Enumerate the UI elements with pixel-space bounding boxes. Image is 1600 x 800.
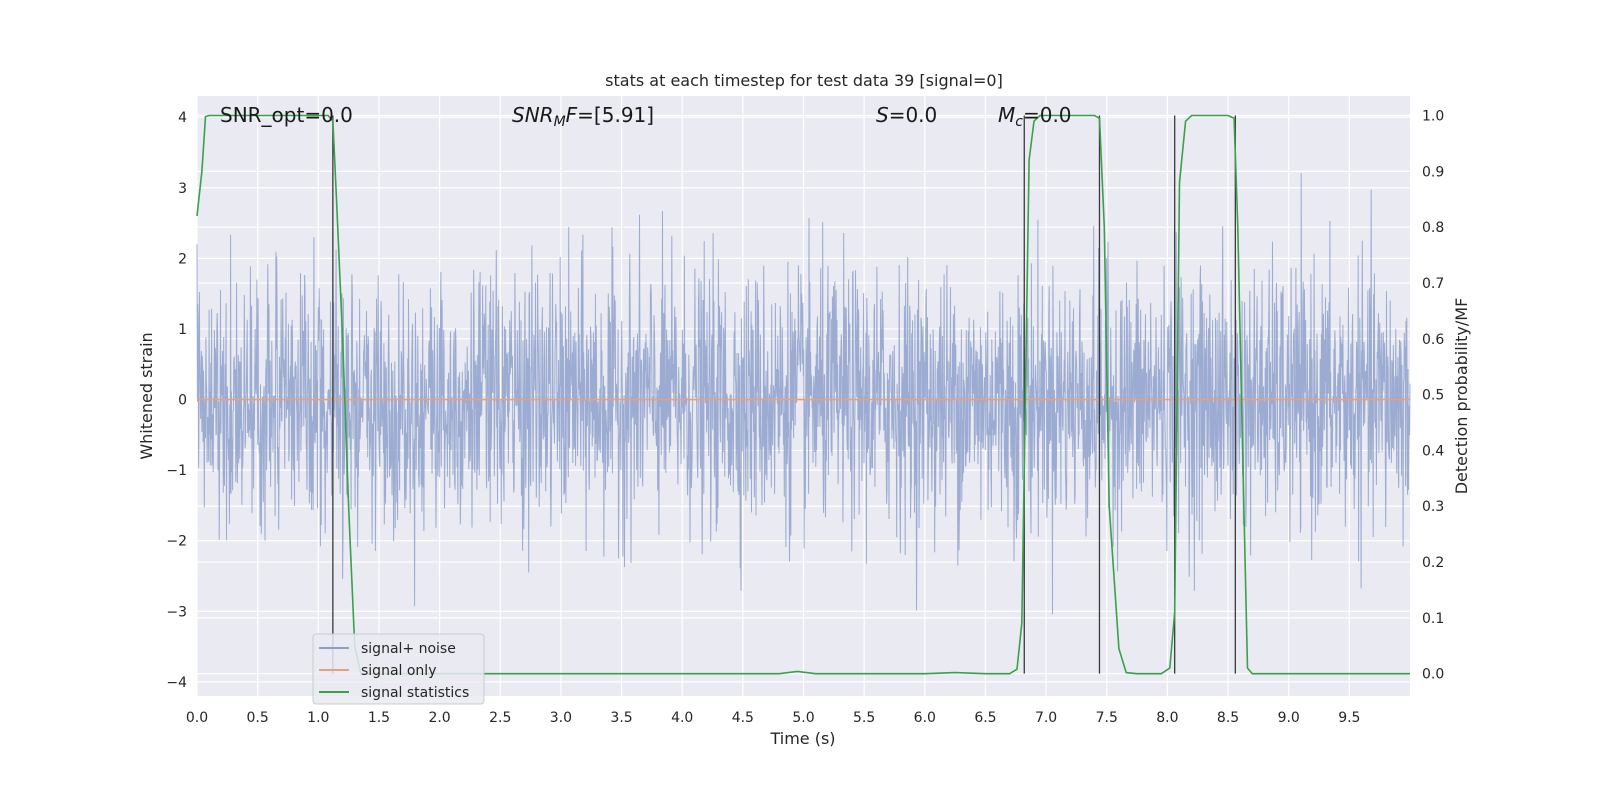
y2-tick-label: 0.0: [1422, 667, 1444, 683]
x-tick-label: 8.0: [1156, 710, 1178, 726]
y-tick-label: −4: [166, 675, 187, 691]
y-tick-label: 0: [178, 393, 187, 409]
x-tick-label: 3.0: [550, 710, 572, 726]
x-tick-label: 8.5: [1217, 710, 1239, 726]
legend-box: [312, 633, 485, 705]
x-tick-label: 5.0: [792, 710, 814, 726]
y-tick-label: 3: [178, 181, 187, 197]
y2-axis-label: Detection probability/MF: [1452, 298, 1471, 495]
x-tick-label: 6.5: [974, 710, 996, 726]
x-tick-label: 6.0: [914, 710, 936, 726]
x-tick-label: 4.0: [671, 710, 693, 726]
y-tick-label: 4: [178, 110, 187, 126]
x-tick-label: 1.5: [368, 710, 390, 726]
y2-tick-label: 0.6: [1422, 332, 1444, 348]
y2-tick-label: 0.5: [1422, 388, 1444, 404]
y-tick-labels: 4 3 2 1 0 −1 −2 −3 −4: [166, 110, 187, 691]
y2-tick-label: 0.4: [1422, 443, 1444, 459]
x-tick-label: 4.5: [732, 710, 754, 726]
y-tick-label: −1: [166, 463, 187, 479]
x-tick-label: 0.0: [186, 710, 208, 726]
chart-title: stats at each timestep for test data 39 …: [605, 71, 1003, 90]
x-tick-label: 9.0: [1278, 710, 1300, 726]
legend-label-noise: signal+ noise: [361, 641, 456, 657]
annotation-snr-mf: SNRMF=[5.91]: [512, 103, 654, 130]
y-tick-label: 1: [178, 322, 187, 338]
legend: signal+ noise signal only signal statist…: [312, 633, 485, 705]
legend-label-statistics: signal statistics: [361, 685, 469, 701]
y2-tick-label: 0.7: [1422, 276, 1444, 292]
y-axis-label: Whitened strain: [137, 332, 156, 459]
y2-tick-labels: 1.0 0.9 0.8 0.7 0.6 0.5 0.4 0.3 0.2 0.1 0.0: [1422, 109, 1444, 683]
legend-label-signal-only: signal only: [361, 663, 436, 679]
x-tick-label: 2.5: [489, 710, 511, 726]
x-tick-label: 0.5: [247, 710, 269, 726]
x-tick-label: 7.5: [1096, 710, 1118, 726]
vertical-lines: [332, 115, 1236, 674]
x-tick-label: 7.0: [1035, 710, 1057, 726]
y-tick-label: −2: [166, 534, 187, 550]
y-tick-label: 2: [178, 251, 187, 267]
signal-statistics-line: [196, 114, 1410, 675]
annotation-snr-opt: SNR_opt=0.0: [220, 103, 353, 127]
y2-tick-label: 0.2: [1422, 555, 1444, 571]
x-tick-label: 5.5: [853, 710, 875, 726]
noise-series: [196, 173, 1411, 615]
x-axis-label: Time (s): [769, 729, 835, 748]
annotation-mc: Mc=0.0: [998, 103, 1072, 130]
y2-tick-label: 0.3: [1422, 499, 1444, 515]
y2-tick-label: 0.9: [1422, 164, 1444, 180]
noise-trace: [196, 173, 1411, 615]
y2-tick-label: 0.8: [1422, 220, 1444, 236]
y2-tick-label: 1.0: [1422, 109, 1444, 125]
annotation-s: S=0.0: [876, 103, 937, 127]
x-tick-label: 9.5: [1338, 710, 1360, 726]
x-tick-label: 2.0: [428, 710, 450, 726]
y-tick-label: −3: [166, 604, 187, 620]
y2-tick-label: 0.1: [1422, 611, 1444, 627]
x-tick-labels: 0.0 0.5 1.0 1.5 2.0 2.5 3.0 3.5 4.0 4.5 5.0 5.5 6.0 6…: [186, 710, 1361, 726]
x-tick-label: 1.0: [307, 710, 329, 726]
x-tick-label: 3.5: [610, 710, 632, 726]
